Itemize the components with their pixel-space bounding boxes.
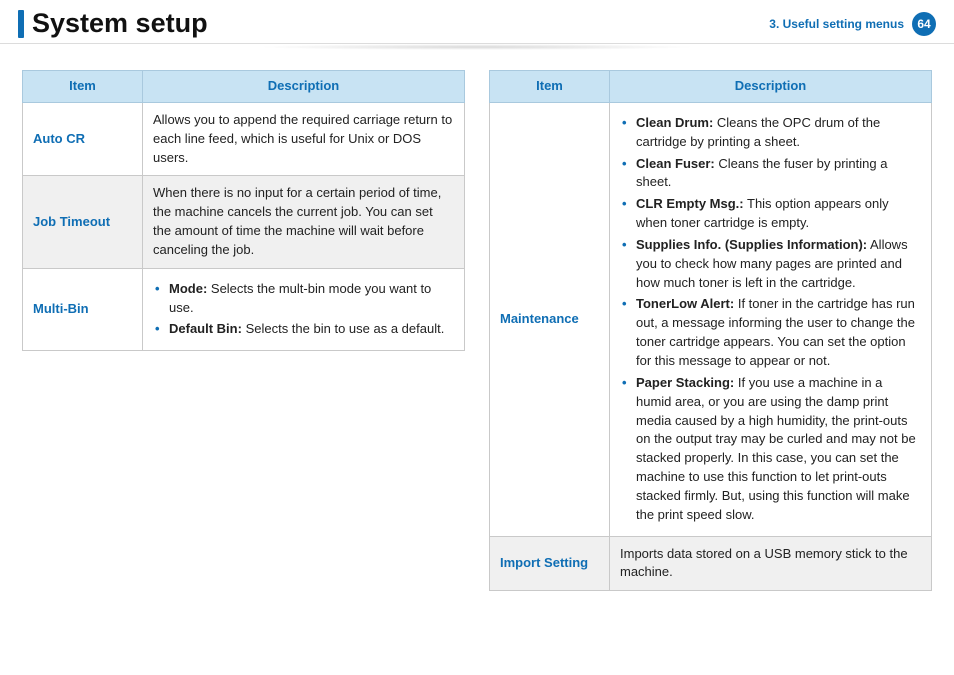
bullet-bold: TonerLow Alert: — [636, 296, 734, 311]
list-item: Paper Stacking: If you use a machine in … — [622, 374, 921, 525]
bullet-bold: Supplies Info. (Supplies Information): — [636, 237, 867, 252]
row-item: Import Setting — [490, 536, 610, 591]
th-item: Item — [23, 71, 143, 103]
bullet-bold: Mode: — [169, 281, 207, 296]
title-wrap: System setup — [18, 8, 208, 39]
th-desc: Description — [610, 71, 932, 103]
table-row: Import Setting Imports data stored on a … — [490, 536, 932, 591]
bullet-text: Selects the bin to use as a default. — [242, 321, 444, 336]
bullet-bold: CLR Empty Msg.: — [636, 196, 744, 211]
th-item: Item — [490, 71, 610, 103]
table-row: Job Timeout When there is no input for a… — [23, 176, 465, 268]
list-item: Clean Drum: Cleans the OPC drum of the c… — [622, 114, 921, 152]
bullet-bold: Clean Fuser: — [636, 156, 715, 171]
row-desc: Mode: Selects the mult-bin mode you want… — [143, 268, 465, 351]
list-item: TonerLow Alert: If toner in the cartridg… — [622, 295, 921, 370]
left-table: Item Description Auto CR Allows you to a… — [22, 70, 465, 351]
th-desc: Description — [143, 71, 465, 103]
bullet-list: Clean Drum: Cleans the OPC drum of the c… — [620, 114, 921, 525]
row-item: Multi-Bin — [23, 268, 143, 351]
bullet-bold: Clean Drum: — [636, 115, 713, 130]
row-desc: When there is no input for a certain per… — [143, 176, 465, 268]
chapter-label: 3. Useful setting menus — [769, 17, 904, 31]
table-row: Auto CR Allows you to append the require… — [23, 102, 465, 176]
list-item: Default Bin: Selects the bin to use as a… — [155, 320, 454, 339]
row-desc: Allows you to append the required carria… — [143, 102, 465, 176]
list-item: Mode: Selects the mult-bin mode you want… — [155, 280, 454, 318]
bullet-text: If you use a machine in a humid area, or… — [636, 375, 916, 522]
page-header: System setup 3. Useful setting menus 64 — [0, 0, 954, 44]
header-right: 3. Useful setting menus 64 — [769, 12, 936, 36]
bullet-text: Selects the mult-bin mode you want to us… — [169, 281, 431, 315]
right-column: Item Description Maintenance Clean Drum:… — [489, 70, 932, 591]
list-item: CLR Empty Msg.: This option appears only… — [622, 195, 921, 233]
title-accent-bar — [18, 10, 24, 38]
right-table: Item Description Maintenance Clean Drum:… — [489, 70, 932, 591]
content-columns: Item Description Auto CR Allows you to a… — [0, 50, 954, 591]
left-column: Item Description Auto CR Allows you to a… — [22, 70, 465, 591]
row-desc: Imports data stored on a USB memory stic… — [610, 536, 932, 591]
bullet-list: Mode: Selects the mult-bin mode you want… — [153, 280, 454, 340]
row-item: Maintenance — [490, 102, 610, 536]
list-item: Clean Fuser: Cleans the fuser by printin… — [622, 155, 921, 193]
page-title: System setup — [32, 8, 208, 39]
bullet-bold: Paper Stacking: — [636, 375, 734, 390]
row-item: Job Timeout — [23, 176, 143, 268]
row-desc: Clean Drum: Cleans the OPC drum of the c… — [610, 102, 932, 536]
row-item: Auto CR — [23, 102, 143, 176]
table-row: Maintenance Clean Drum: Cleans the OPC d… — [490, 102, 932, 536]
table-row: Multi-Bin Mode: Selects the mult-bin mod… — [23, 268, 465, 351]
bullet-bold: Default Bin: — [169, 321, 242, 336]
list-item: Supplies Info. (Supplies Information): A… — [622, 236, 921, 293]
page-number-badge: 64 — [912, 12, 936, 36]
